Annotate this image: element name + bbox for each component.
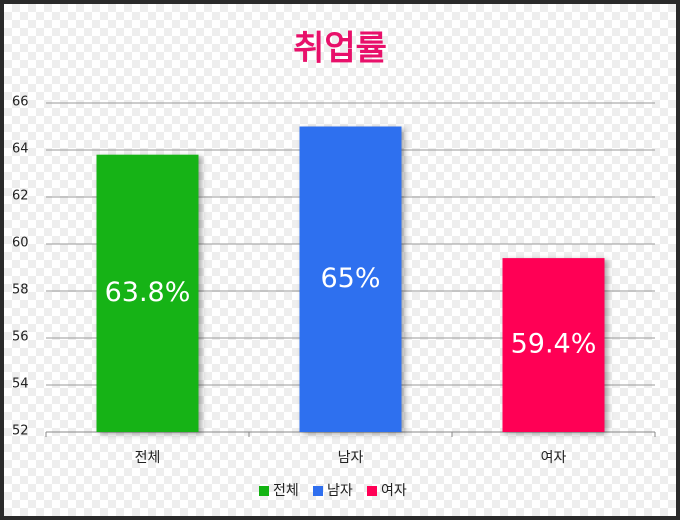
value-label: 63.8% xyxy=(105,277,191,308)
y-tick-label: 54 xyxy=(12,377,29,392)
y-tick-label: 60 xyxy=(12,236,29,251)
legend-swatch xyxy=(259,486,269,496)
bar xyxy=(299,126,402,432)
y-tick-label: 62 xyxy=(12,189,29,204)
y-tick-label: 66 xyxy=(12,95,29,110)
value-label: 59.4% xyxy=(511,329,597,360)
legend-swatch xyxy=(313,486,323,496)
value-label: 65% xyxy=(320,263,380,294)
y-tick-label: 52 xyxy=(12,424,29,439)
bar xyxy=(96,154,199,432)
x-tick-label: 전체 xyxy=(135,450,161,466)
legend-label: 전체 xyxy=(273,483,299,499)
y-tick-label: 56 xyxy=(12,330,29,345)
legend-label: 여자 xyxy=(381,483,407,499)
chart-title: 취업률 xyxy=(293,29,387,69)
y-tick-label: 58 xyxy=(12,283,29,298)
legend-swatch xyxy=(367,486,377,496)
x-tick-label: 여자 xyxy=(541,450,567,466)
y-tick-label: 64 xyxy=(12,142,29,157)
bar xyxy=(502,258,605,432)
legend-label: 남자 xyxy=(327,483,353,499)
x-tick-label: 남자 xyxy=(338,450,364,466)
